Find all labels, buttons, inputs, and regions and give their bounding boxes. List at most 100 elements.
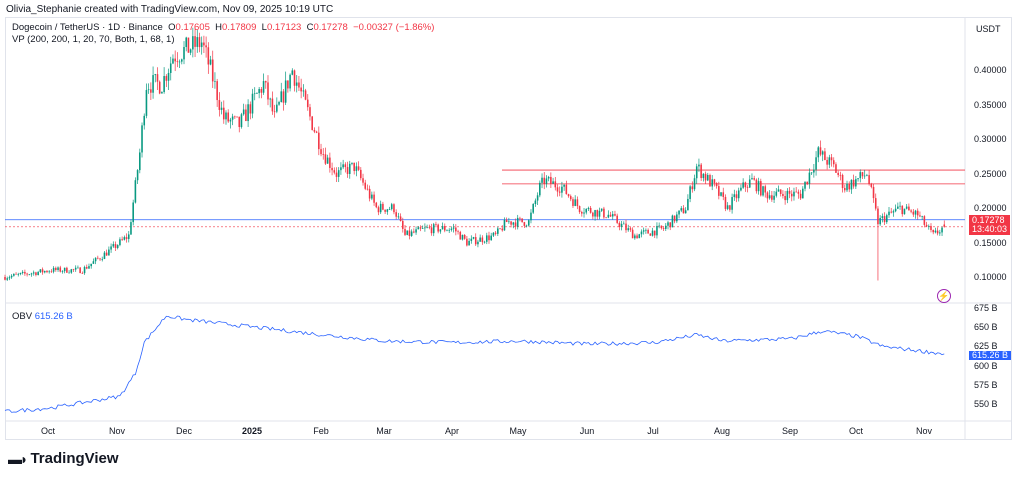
candle-body bbox=[94, 257, 97, 262]
candle-body bbox=[828, 157, 831, 165]
candle-body bbox=[269, 98, 271, 100]
candle-body bbox=[658, 225, 660, 227]
candle-body bbox=[364, 182, 367, 189]
candle-body bbox=[19, 272, 22, 274]
candle-body bbox=[574, 199, 576, 206]
candle-body bbox=[152, 75, 154, 93]
candle-body bbox=[558, 191, 561, 193]
candle-body bbox=[846, 183, 848, 191]
candle-body bbox=[452, 227, 455, 229]
candle-body bbox=[169, 63, 172, 73]
candle-body bbox=[861, 172, 864, 177]
chart-credit: Olivia_Stephanie created with TradingVie… bbox=[6, 4, 334, 15]
candle-body bbox=[189, 49, 192, 53]
candle-body bbox=[130, 222, 132, 235]
candle-body bbox=[355, 166, 358, 171]
candle-body bbox=[318, 132, 320, 150]
candle-body bbox=[600, 208, 603, 211]
candle-body bbox=[939, 232, 941, 234]
candle-body bbox=[934, 230, 937, 233]
candle-body bbox=[368, 188, 371, 199]
candle-body bbox=[713, 179, 716, 184]
candle-body bbox=[97, 257, 99, 259]
candle-body bbox=[132, 202, 134, 223]
candle-body bbox=[194, 36, 196, 47]
candle-body bbox=[154, 74, 157, 76]
candle-body bbox=[311, 116, 313, 130]
candle-body bbox=[848, 183, 851, 190]
price-tick: 0.40000 bbox=[974, 65, 1007, 75]
candle-body bbox=[227, 112, 230, 122]
candle-body bbox=[260, 89, 263, 93]
candle-body bbox=[786, 190, 789, 201]
candle-body bbox=[563, 184, 565, 187]
candle-body bbox=[543, 177, 546, 184]
candle-body bbox=[302, 90, 305, 92]
candle-body bbox=[709, 175, 711, 187]
candle-body bbox=[85, 267, 88, 269]
candle-body bbox=[766, 192, 769, 199]
candle-body bbox=[903, 208, 906, 215]
tradingview-logo[interactable]: ▬◗ TradingView bbox=[8, 450, 119, 467]
candle-body bbox=[351, 162, 353, 164]
candle-body bbox=[899, 205, 901, 207]
date-tick: Mar bbox=[376, 426, 392, 436]
candle-body bbox=[857, 178, 859, 180]
candle-body bbox=[402, 220, 404, 229]
candle-body bbox=[525, 225, 528, 227]
candle-body bbox=[561, 186, 563, 193]
candle-body bbox=[490, 235, 492, 241]
candle-body bbox=[594, 210, 596, 217]
candle-body bbox=[218, 100, 221, 110]
candle-body bbox=[147, 89, 150, 91]
candle-body bbox=[225, 112, 227, 120]
candle-body bbox=[245, 109, 247, 122]
candle-body bbox=[943, 224, 946, 227]
candle-body bbox=[150, 89, 152, 93]
candle-body bbox=[536, 195, 539, 201]
candle-body bbox=[461, 234, 464, 240]
price-tick: 0.25000 bbox=[974, 168, 1007, 179]
candle-body bbox=[242, 109, 245, 115]
date-tick: Sep bbox=[782, 426, 798, 436]
candle-body bbox=[888, 211, 890, 216]
date-tick: Nov bbox=[916, 426, 933, 436]
currency-label[interactable]: USDT bbox=[976, 24, 1001, 34]
indicator-legend[interactable]: VP (200, 200, 1, 20, 70, Both, 1, 68, 1) bbox=[12, 34, 175, 45]
candle-body bbox=[139, 152, 141, 171]
candle-body bbox=[554, 181, 557, 188]
price-tick: 0.30000 bbox=[974, 134, 1007, 144]
candle-body bbox=[214, 81, 216, 82]
candle-body bbox=[185, 37, 188, 47]
candle-body bbox=[470, 238, 473, 241]
candle-body bbox=[576, 199, 579, 207]
candle-body bbox=[852, 179, 855, 187]
candle-body bbox=[357, 166, 360, 170]
candle-body bbox=[726, 205, 729, 209]
candle-body bbox=[375, 202, 378, 208]
candle-body bbox=[523, 222, 526, 226]
candle-body bbox=[592, 212, 594, 217]
candle-body bbox=[782, 193, 784, 196]
candle-body bbox=[329, 157, 331, 168]
candle-body bbox=[50, 271, 53, 273]
candle-body bbox=[293, 70, 296, 86]
candle-body bbox=[572, 199, 574, 206]
candle-body bbox=[806, 181, 809, 185]
lightning-icon[interactable]: ⚡ bbox=[937, 289, 951, 303]
candle-body bbox=[21, 271, 24, 273]
obv-legend[interactable]: OBV 615.26 B bbox=[12, 311, 73, 322]
candle-body bbox=[439, 229, 442, 232]
candle-body bbox=[333, 170, 336, 173]
candle-body bbox=[653, 230, 656, 236]
symbol-name[interactable]: Dogecoin / TetherUS · 1D · Binance bbox=[12, 22, 163, 33]
candle-body bbox=[722, 192, 725, 197]
candle-body bbox=[346, 167, 349, 174]
candle-body bbox=[771, 195, 773, 200]
candle-body bbox=[799, 193, 802, 199]
candle-body bbox=[39, 269, 42, 273]
candle-body bbox=[116, 245, 119, 248]
obv-tick: 675 B bbox=[974, 303, 998, 313]
candle-body bbox=[326, 157, 329, 164]
